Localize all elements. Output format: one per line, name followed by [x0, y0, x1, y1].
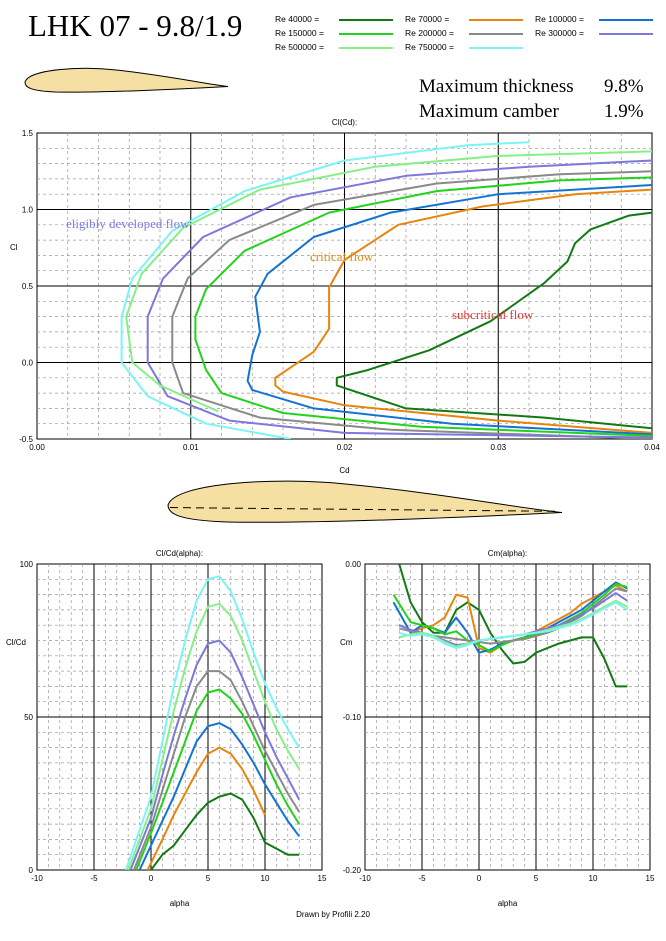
series-line	[246, 184, 652, 436]
series-line	[150, 792, 300, 870]
x-tick-label: 5	[534, 874, 539, 883]
x-tick-label: 0	[149, 874, 154, 883]
region-label: subcritical flow	[452, 307, 534, 322]
x-tick-label: 0.04	[644, 443, 660, 452]
x-axis-label: alpha	[498, 899, 518, 908]
y-tick-label: 1.5	[22, 129, 34, 138]
y-tick-label: 1.0	[22, 206, 34, 215]
series-line	[138, 722, 301, 870]
y-axis-label: Cl/Cd	[6, 638, 26, 647]
legend-swatch	[469, 47, 523, 49]
cm-plot: -10 -5 0 5 10 15 0.00 -0.10 -0.20 Cm(alpha): alpha…	[340, 549, 655, 908]
legend-label: Re 500000 =	[275, 42, 324, 52]
legend-swatch	[469, 33, 523, 35]
series-line	[146, 746, 266, 870]
x-tick-label: 15	[318, 874, 327, 883]
x-tick-label: 0.01	[183, 443, 199, 452]
y-axis-label: Cl	[10, 243, 18, 252]
series-line	[146, 159, 652, 439]
plot-title: Cm(alpha):	[488, 549, 528, 558]
x-tick-label: -5	[90, 874, 98, 883]
legend-label: Re 750000 =	[405, 42, 454, 52]
airfoil-shape	[24, 67, 229, 93]
airfoil-shape	[167, 480, 563, 523]
camber-label: Maximum camber	[419, 101, 559, 122]
thickness-value: 9.8%	[604, 76, 644, 97]
legend-swatch	[469, 19, 523, 21]
series-line	[125, 150, 652, 413]
y-tick-label: 50	[24, 713, 33, 722]
series-line	[135, 688, 301, 870]
legend-swatch	[339, 33, 393, 35]
y-tick-label: 0	[29, 866, 34, 875]
x-tick-label: -10	[31, 874, 43, 883]
series-line	[398, 601, 628, 650]
x-tick-label: 0.02	[337, 443, 353, 452]
legend-label: Re 200000 =	[405, 28, 454, 38]
series-line	[132, 670, 301, 870]
y-tick-label: 100	[20, 560, 34, 569]
y-tick-label: 0.00	[345, 560, 361, 569]
x-tick-label: 0	[477, 874, 482, 883]
legend-label: Re 100000 =	[535, 14, 584, 24]
x-tick-label: 15	[646, 874, 655, 883]
legend-label: Re 300000 =	[535, 28, 584, 38]
series-line	[127, 602, 301, 870]
y-tick-label: 0.0	[22, 359, 34, 368]
camber-value: 1.9%	[604, 101, 644, 122]
legend-label: Re 40000 =	[275, 14, 320, 24]
chart-title: LHK 07 - 9.8/1.9	[28, 8, 243, 43]
x-tick-label: 10	[589, 874, 598, 883]
y-tick-label: -0.5	[19, 435, 33, 444]
series-line	[274, 188, 652, 434]
thickness-label: Maximum thickness	[419, 76, 574, 97]
series-line	[194, 176, 652, 437]
legend-swatch	[599, 33, 653, 35]
polar-plot: 0.00 0.01 0.02 0.03 0.04 -0.5 0.0 0.5 1.0 1.5 Cl(C…	[10, 118, 660, 475]
x-tick-label: 0.00	[29, 443, 45, 452]
region-label: critical flow	[310, 249, 374, 264]
x-axis-label: alpha	[170, 899, 190, 908]
plot-title: Cl(Cd):	[332, 118, 357, 127]
x-tick-label: -10	[359, 874, 371, 883]
legend-label: Re 150000 =	[275, 28, 324, 38]
x-tick-label: 5	[206, 874, 211, 883]
legend-label: Re 70000 =	[405, 14, 450, 24]
legend-swatch	[599, 19, 653, 21]
series-line	[335, 211, 652, 430]
series-line	[124, 575, 301, 870]
y-tick-label: 0.5	[22, 282, 34, 291]
credit-text: Drawn by Profili 2.20	[296, 910, 370, 919]
y-axis-label: Cm	[340, 638, 353, 647]
series-line	[398, 564, 628, 688]
y-tick-label: -0.20	[343, 866, 362, 875]
x-tick-label: 10	[261, 874, 270, 883]
ld-plot: -10 -5 0 5 10 15 0 50 100 Cl/Cd(alpha): alpha Cl/Cd	[6, 549, 327, 908]
region-label: eligibly developed flow	[66, 216, 190, 231]
plot-title: Cl/Cd(alpha):	[156, 549, 203, 558]
y-tick-label: -0.10	[343, 713, 362, 722]
x-tick-label: -5	[418, 874, 426, 883]
series-line	[129, 639, 301, 870]
x-axis-label: Cd	[339, 466, 349, 475]
legend-swatch	[339, 47, 393, 49]
series-line	[120, 141, 530, 439]
x-tick-label: 0.03	[490, 443, 506, 452]
series-line	[171, 170, 652, 439]
legend-swatch	[339, 19, 393, 21]
